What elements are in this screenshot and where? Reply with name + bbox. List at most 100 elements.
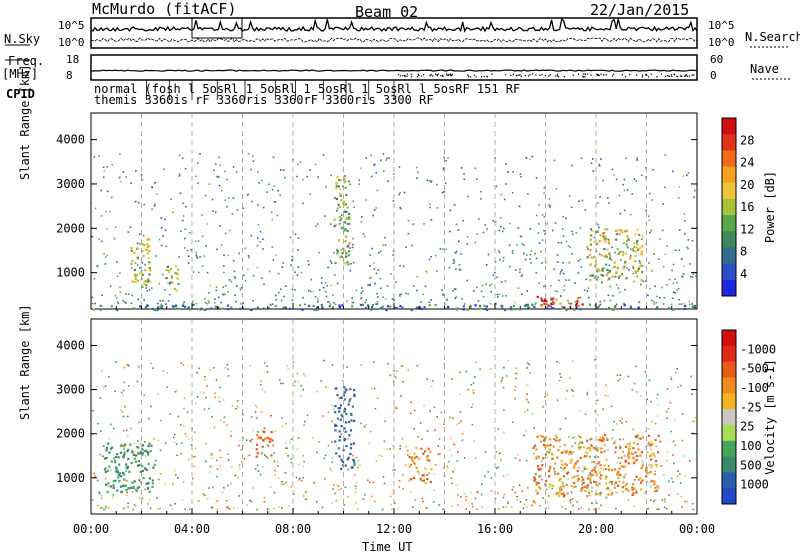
velocity-scatter (588, 492, 591, 494)
power-cell (605, 263, 608, 266)
velocity-cell (627, 462, 630, 465)
velocity-cell (110, 460, 113, 463)
power-scatter (534, 303, 537, 306)
velocity-cell (657, 434, 660, 437)
velocity-cell (577, 477, 580, 481)
nave-point (691, 74, 693, 76)
velocity-scatter (572, 390, 574, 392)
nave-point (611, 75, 614, 77)
power-cell (343, 181, 346, 184)
velocity-cell (585, 467, 588, 470)
velocity-scatter (681, 439, 684, 442)
velocity-scatter (139, 481, 142, 484)
velocity-cell (344, 407, 347, 410)
nave-point (656, 76, 658, 78)
velocity-cell (145, 469, 148, 472)
velocity-scatter (226, 364, 229, 366)
power-cell (611, 275, 614, 278)
velocity-scatter (249, 364, 251, 367)
velocity-scatter (604, 394, 607, 397)
power-scatter (671, 297, 674, 299)
power-scatter (579, 296, 582, 299)
power-scatter (187, 262, 190, 264)
velocity-scatter (526, 409, 529, 411)
velocity-scatter (336, 386, 339, 389)
power-scatter (372, 164, 375, 166)
nave-point (641, 76, 644, 78)
velocity-scatter (558, 362, 560, 364)
power-scatter (261, 277, 263, 280)
velocity-scatter (471, 423, 474, 426)
power-scatter (134, 200, 137, 203)
velocity-cell (558, 479, 561, 482)
velocity-scatter (128, 364, 130, 367)
nave-point (445, 73, 448, 75)
power-scatter (516, 244, 518, 246)
velocity-cell (136, 487, 139, 490)
velocity-scatter (674, 444, 677, 446)
velocity-scatter (211, 452, 213, 454)
velocity-scatter (198, 367, 200, 370)
power-scatter (417, 171, 419, 174)
power-scatter (294, 289, 296, 291)
velocity-cell (425, 455, 429, 458)
power-scatter (167, 282, 169, 284)
velocity-cell (548, 483, 551, 486)
velocity-scatter (538, 505, 541, 507)
power-scatter (158, 238, 161, 241)
power-cell (629, 305, 632, 308)
power-scatter (405, 292, 407, 295)
velocity-cell (606, 448, 609, 451)
power-cell (483, 304, 486, 307)
power-scatter (599, 303, 602, 306)
power-cell (636, 228, 639, 231)
power-cell (142, 282, 145, 285)
velocity-scatter (461, 439, 464, 441)
velocity-colorbar-frame (721, 329, 737, 505)
power-scatter (355, 289, 358, 292)
power-scatter (247, 268, 249, 271)
power-scatter (361, 287, 363, 289)
velocity-scatter (257, 431, 259, 433)
velocity-scatter (357, 466, 359, 469)
velocity-scatter (605, 496, 608, 499)
velocity-cell (112, 484, 115, 487)
power-scatter (505, 183, 507, 185)
velocity-scatter (157, 439, 160, 442)
velocity-scatter (359, 464, 361, 466)
velocity-cell (586, 439, 589, 442)
velocity-cell (268, 440, 271, 443)
velocity-scatter (412, 506, 414, 508)
power-cell (634, 260, 637, 263)
velocity-cell (607, 493, 610, 496)
velocity-cell (618, 467, 621, 470)
power-scatter (257, 224, 260, 226)
velocity-scatter (683, 455, 686, 457)
power-cell (456, 307, 459, 310)
velocity-scatter (108, 438, 111, 440)
power-cell (423, 306, 426, 309)
nave-point (597, 74, 599, 77)
velocity-cell (650, 463, 653, 466)
power-scatter (632, 267, 635, 270)
power-scatter (496, 293, 499, 296)
power-cell (590, 256, 593, 259)
power-scatter (636, 240, 639, 242)
velocity-cell (606, 438, 609, 441)
power-scatter (197, 240, 200, 242)
nave-point (467, 74, 469, 76)
velocity-cell (614, 440, 617, 443)
power-scatter (312, 290, 314, 293)
velocity-cell (577, 474, 580, 478)
power-cell (621, 273, 624, 276)
power-scatter (285, 285, 287, 287)
velocity-scatter (226, 424, 228, 427)
velocity-scatter (559, 428, 562, 430)
velocity-cell (579, 436, 582, 439)
power-scatter (490, 283, 493, 285)
power-scatter (198, 271, 200, 274)
power-cell (612, 266, 615, 269)
power-cell (165, 268, 168, 272)
velocity-scatter (127, 415, 129, 418)
velocity-scatter (436, 416, 438, 418)
